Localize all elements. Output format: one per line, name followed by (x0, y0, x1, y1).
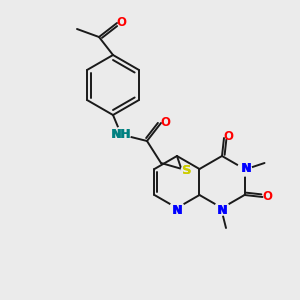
Text: NH: NH (111, 128, 131, 142)
Circle shape (170, 201, 184, 215)
Text: N: N (241, 161, 250, 175)
Text: O: O (223, 130, 233, 142)
Text: O: O (116, 16, 126, 29)
Text: S: S (182, 164, 192, 178)
Circle shape (215, 201, 229, 215)
Text: N: N (172, 205, 182, 218)
Text: O: O (262, 190, 272, 203)
Circle shape (181, 165, 193, 177)
Text: NH: NH (112, 128, 132, 142)
Text: N: N (242, 161, 251, 175)
Text: O: O (160, 116, 170, 130)
Text: N: N (217, 205, 227, 218)
Circle shape (114, 127, 130, 143)
Text: S: S (182, 164, 192, 178)
Circle shape (238, 162, 251, 176)
Text: N: N (173, 203, 183, 217)
Text: N: N (218, 203, 228, 217)
